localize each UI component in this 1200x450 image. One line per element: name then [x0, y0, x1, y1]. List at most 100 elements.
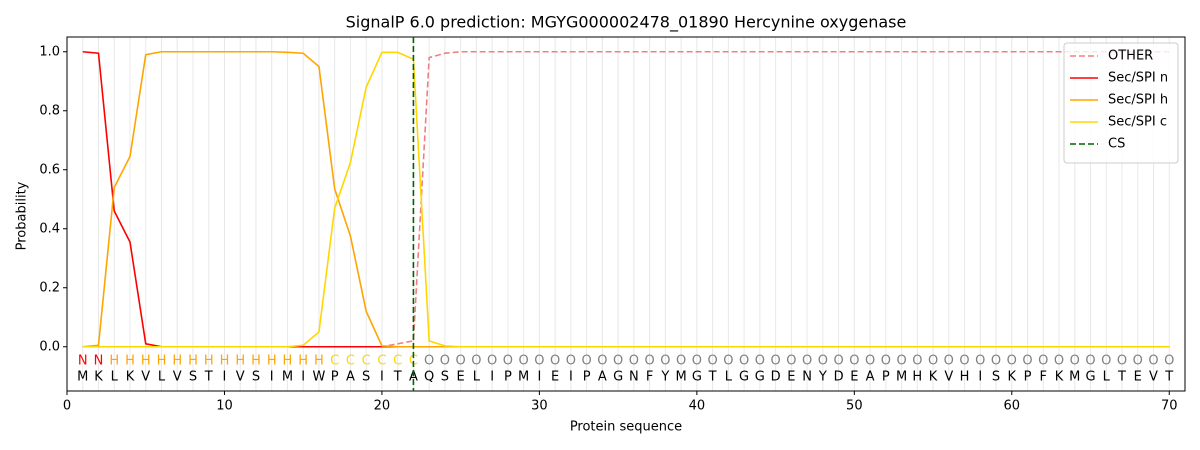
region-label: H [204, 354, 214, 369]
residue-label: I [490, 370, 494, 385]
residue-label: K [1008, 370, 1017, 385]
region-label: O [1007, 354, 1017, 369]
x-tick-label: 0 [63, 399, 71, 414]
region-label: O [723, 354, 733, 369]
region-label: O [1038, 354, 1048, 369]
residue-label: G [613, 370, 623, 385]
residue-label: M [1069, 370, 1080, 385]
residue-label: Y [818, 370, 827, 385]
residue-label: E [551, 370, 559, 385]
residue-label: T [1164, 370, 1173, 385]
region-label: O [1133, 354, 1143, 369]
region-label: C [346, 354, 355, 369]
x-tick-label: 30 [531, 399, 548, 414]
y-tick-label: 0.8 [39, 103, 60, 118]
y-tick-label: 0.4 [39, 221, 60, 236]
residue-label: P [882, 370, 890, 385]
residue-label: I [569, 370, 573, 385]
residue-label: L [473, 370, 481, 385]
x-tick-label: 20 [374, 399, 391, 414]
region-label: O [1054, 354, 1064, 369]
region-label: O [456, 354, 466, 369]
region-label: O [975, 354, 985, 369]
region-label: O [896, 354, 906, 369]
residue-label: L [158, 370, 166, 385]
residue-label: I [301, 370, 305, 385]
region-label: O [1085, 354, 1095, 369]
region-label: H [235, 354, 245, 369]
region-label: H [125, 354, 135, 369]
region-label: O [487, 354, 497, 369]
x-tick-label: 60 [1004, 399, 1021, 414]
region-label: O [471, 354, 481, 369]
region-label: C [330, 354, 339, 369]
residue-label: N [629, 370, 639, 385]
residue-label: A [346, 370, 355, 385]
region-label: O [676, 354, 686, 369]
legend-label: Sec/SPI n [1108, 71, 1168, 86]
residue-label: Y [660, 370, 669, 385]
residue-label: V [173, 370, 182, 385]
residue-label: D [834, 370, 844, 385]
region-label: C [377, 354, 386, 369]
x-tick-label: 70 [1161, 399, 1178, 414]
residue-label: F [1040, 370, 1047, 385]
residue-label: E [457, 370, 465, 385]
region-label: H [298, 354, 308, 369]
region-label: H [109, 354, 119, 369]
region-label: O [597, 354, 607, 369]
legend-label: Sec/SPI h [1108, 93, 1168, 108]
region-label: O [881, 354, 891, 369]
region-label: O [802, 354, 812, 369]
region-label: O [959, 354, 969, 369]
region-label: O [707, 354, 717, 369]
region-label: H [220, 354, 230, 369]
region-label: O [786, 354, 796, 369]
residue-label: I [270, 370, 274, 385]
residue-label: P [583, 370, 591, 385]
region-label: O [818, 354, 828, 369]
region-label: H [157, 354, 167, 369]
region-label: O [534, 354, 544, 369]
region-label: O [550, 354, 560, 369]
residue-label: G [755, 370, 765, 385]
residue-label: E [850, 370, 858, 385]
region-label: O [912, 354, 922, 369]
region-label: O [1022, 354, 1032, 369]
residue-label: G [1085, 370, 1095, 385]
region-label: H [251, 354, 261, 369]
residue-label: S [252, 370, 260, 385]
region-label: O [519, 354, 529, 369]
region-label: O [1117, 354, 1127, 369]
region-label: N [78, 354, 88, 369]
y-axis-label: Probability [15, 181, 30, 250]
region-label: O [424, 354, 434, 369]
residue-label: I [380, 370, 384, 385]
residue-label: M [676, 370, 687, 385]
residue-label: T [708, 370, 717, 385]
legend-label: OTHER [1108, 49, 1153, 64]
residue-label: I [978, 370, 982, 385]
x-tick-label: 40 [689, 399, 706, 414]
residue-label: E [1134, 370, 1142, 385]
residue-label: Q [424, 370, 434, 385]
residue-label: K [94, 370, 103, 385]
region-label: H [283, 354, 293, 369]
region-label: O [849, 354, 859, 369]
residue-label: V [236, 370, 245, 385]
region-label: O [991, 354, 1001, 369]
region-label: O [1164, 354, 1174, 369]
residue-label: D [771, 370, 781, 385]
region-label: O [739, 354, 749, 369]
legend-box [1063, 42, 1179, 164]
region-label: C [393, 354, 402, 369]
residue-label: E [787, 370, 795, 385]
region-label: C [362, 354, 371, 369]
y-tick-label: 0.6 [39, 162, 60, 177]
region-label: H [267, 354, 277, 369]
y-tick-label: 0.2 [39, 280, 60, 295]
region-label: O [692, 354, 702, 369]
region-label: H [141, 354, 151, 369]
